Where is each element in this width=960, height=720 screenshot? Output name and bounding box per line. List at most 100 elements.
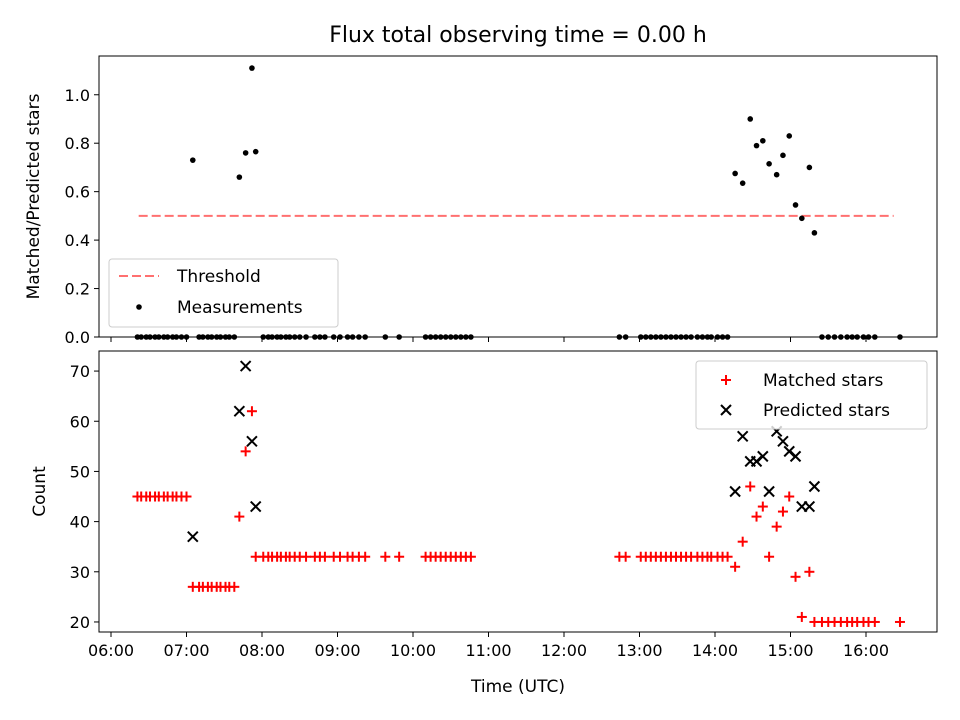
ratio-axes-frame <box>98 55 938 338</box>
matched-point <box>894 616 905 627</box>
matched-point <box>722 551 733 562</box>
legend-predicted-label: Predicted stars <box>763 401 890 421</box>
measurement-point <box>242 150 249 156</box>
x-stroke-b <box>808 480 821 493</box>
measurement-point <box>811 230 818 236</box>
matched-point <box>394 551 405 562</box>
y-tick-label: 40 <box>70 513 90 532</box>
measurement-point <box>739 180 746 186</box>
ratio-panel: 0.0 0.2 0.4 0.6 0.8 1.0 Matched/Predicted sta… <box>24 55 938 347</box>
x-stroke-b <box>239 360 252 372</box>
matched-point <box>620 551 631 562</box>
ratio-legend: Threshold Measurements <box>108 258 339 328</box>
y-tick-label: 70 <box>70 362 90 381</box>
measurement-point <box>799 215 805 222</box>
ratio-y-axis-label: Matched/Predicted stars <box>24 93 44 299</box>
matched-point <box>804 566 815 577</box>
matched-point <box>246 406 257 417</box>
y-tick-label: 20 <box>70 613 90 632</box>
matched-point <box>181 491 192 502</box>
predicted-point <box>239 360 252 372</box>
predicted-point <box>246 435 258 448</box>
count-marks <box>132 360 905 627</box>
x-stroke-b <box>246 435 258 448</box>
measurement-point <box>236 174 243 180</box>
x-stroke-b <box>720 404 732 416</box>
legend-x-marker <box>720 404 732 416</box>
y-tick-label: 30 <box>70 563 90 582</box>
y-tick-label: 60 <box>70 412 90 431</box>
x-stroke-b <box>187 530 199 543</box>
matched-point <box>777 506 788 517</box>
y-tick-label: 0.4 <box>65 231 90 250</box>
predicted-point <box>789 450 802 463</box>
measurement-point <box>252 148 259 155</box>
predicted-point <box>777 435 789 448</box>
x-tick-label: 14:00 <box>692 641 738 660</box>
ratio-axis-ticks: 0.0 0.2 0.4 0.6 0.8 1.0 <box>65 86 867 347</box>
x-tick-label: 09:00 <box>314 641 360 660</box>
matched-point <box>757 501 768 512</box>
measurement-point <box>773 171 780 178</box>
matched-point <box>790 571 801 582</box>
matched-point <box>745 481 756 492</box>
measurement-point <box>780 152 786 159</box>
y-tick-label: 0.2 <box>65 280 90 299</box>
count-panel: 06:00 07:00 08:00 09:00 10:00 11:00 12:00 13:00… <box>30 350 938 697</box>
measurement-point <box>760 137 766 144</box>
predicted-point <box>808 480 821 493</box>
legend-measurements-swatch <box>136 304 142 310</box>
x-stroke-b <box>729 485 741 498</box>
count-legend-box <box>695 360 928 430</box>
predicted-point <box>250 500 262 513</box>
matched-point <box>380 551 391 562</box>
measurement-point <box>249 65 255 71</box>
y-tick-label: 50 <box>70 462 90 481</box>
x-stroke-b <box>777 435 789 448</box>
predicted-point <box>729 485 741 498</box>
ratio-legend-box <box>108 258 339 328</box>
matched-point <box>784 491 795 502</box>
count-axes-frame <box>98 350 938 633</box>
x-axis-label: Time (UTC) <box>470 677 565 697</box>
chart-title: Flux total observing time = 0.00 h <box>329 23 707 48</box>
matched-point <box>751 511 762 522</box>
y-tick-label: 1.0 <box>65 86 90 105</box>
predicted-point <box>803 500 816 513</box>
measurement-point <box>747 116 754 122</box>
matched-point <box>764 551 775 562</box>
measurement-point <box>792 202 799 208</box>
measurement-point <box>753 142 760 149</box>
matched-point <box>240 446 251 457</box>
count-legend: Matched stars Predicted stars <box>695 360 928 430</box>
matched-point <box>796 611 807 622</box>
matched-point <box>360 551 371 562</box>
matched-point <box>229 581 240 592</box>
x-tick-label: 16:00 <box>843 641 889 660</box>
count-axis-ticks: 06:00 07:00 08:00 09:00 10:00 11:00 12:00 13:00… <box>70 362 889 660</box>
x-stroke-b <box>250 500 262 513</box>
legend-predicted-swatch <box>720 404 732 416</box>
x-stroke-b <box>757 450 769 463</box>
legend-threshold-label: Threshold <box>176 267 261 287</box>
predicted-point <box>757 450 769 463</box>
y-tick-label: 0.0 <box>65 328 90 347</box>
legend-matched-swatch <box>721 375 731 385</box>
predicted-point <box>763 485 775 498</box>
x-tick-label: 07:00 <box>163 641 209 660</box>
matched-point <box>869 616 880 627</box>
predicted-point <box>736 430 749 443</box>
x-stroke-b <box>736 430 749 443</box>
x-stroke-b <box>783 445 795 458</box>
matched-point <box>730 561 741 572</box>
matched-point <box>771 521 782 532</box>
x-tick-label: 15:00 <box>767 641 813 660</box>
matched-point <box>465 551 476 562</box>
x-stroke-b <box>233 405 246 417</box>
measurement-point <box>806 164 813 171</box>
y-tick-label: 0.6 <box>65 183 90 202</box>
x-tick-label: 12:00 <box>541 641 587 660</box>
measurement-point <box>786 133 793 139</box>
